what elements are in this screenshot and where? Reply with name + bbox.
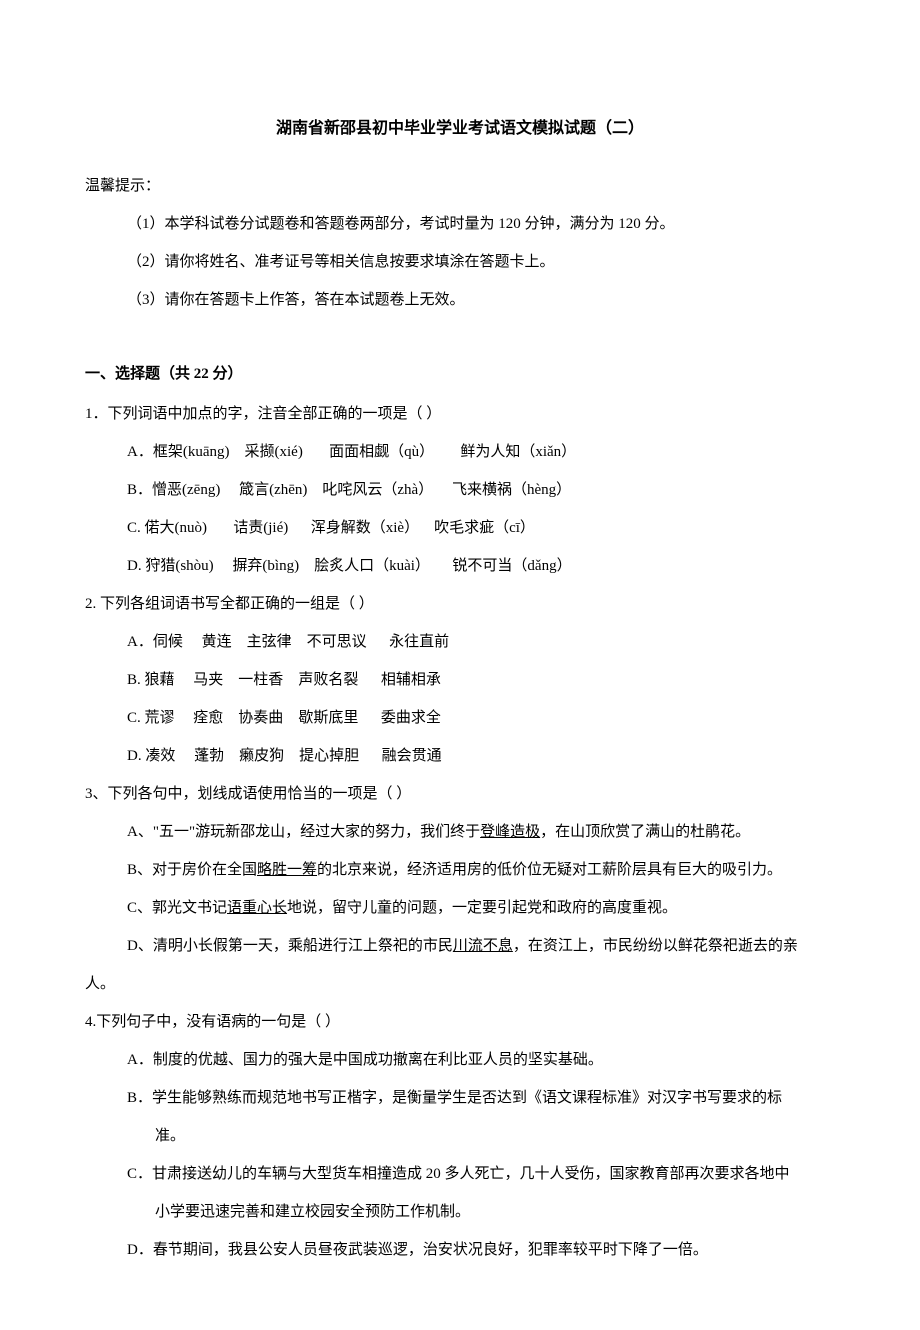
q1-option-b: B．憎恶(zēng) 箴言(zhēn) 叱咤风云（zhà） 飞来横祸（hèng） [85,472,835,508]
q2-option-c: C. 荒谬 痊愈 协奏曲 歇斯底里 委曲求全 [85,700,835,736]
opt-c5: 委曲求全 [381,710,441,726]
opt-c1: 荒谬 [145,710,175,726]
hint-item: （2）请你将姓名、准考证号等相关信息按要求填涂在答题卡上。 [85,244,835,280]
q4-option-c: C．甘肃接送幼儿的车辆与大型货车相撞造成 20 多人死亡，几十人受伤，国家教育部… [85,1156,835,1192]
opt-label: A． [127,634,153,650]
opt-c3: 协奏曲 [238,710,283,726]
opt-c2: 采撷(xié) [245,444,303,460]
opt-c4: 吹毛求疵（cī） [434,520,535,536]
opt-pre: C、郭光文书记 [127,900,227,916]
opt-c1: 框架(kuāng) [153,444,230,460]
opt-c1: 憎恶(zēng) [152,482,220,498]
spacer [85,320,835,356]
q3-option-d-cont: 人。 [85,966,835,1002]
opt-c3: 一柱香 [238,672,283,688]
opt-c5: 永往直前 [389,634,449,650]
opt-c4: 提心掉胆 [299,748,359,764]
opt-c3: 叱咤风云（zhà） [322,482,433,498]
opt-c2: 摒弃(bìng) [232,558,299,574]
opt-pre: D、清明小长假第一天，乘船进行江上祭祀的市民 [127,938,453,954]
opt-c2: 箴言(zhēn) [239,482,307,498]
opt-label: C. [127,710,145,726]
document-title: 湖南省新邵县初中毕业学业考试语文模拟试题（二） [85,110,835,148]
opt-label: B. [127,672,145,688]
opt-c2: 蓬勃 [194,748,224,764]
opt-label: A． [127,444,153,460]
q4-stem: 4.下列句子中，没有语病的一句是（ ） [85,1004,835,1040]
opt-c5: 相辅相承 [381,672,441,688]
opt-pre: B、对于房价在全国 [127,862,257,878]
q2-option-d: D. 凑效 蓬勃 癞皮狗 提心掉胆 融会贯通 [85,738,835,774]
opt-c1: 狼藉 [145,672,175,688]
q3-option-a: A、"五一"游玩新邵龙山，经过大家的努力，我们终于登峰造极，在山顶欣赏了满山的杜… [85,814,835,850]
opt-underline: 略胜一筹 [257,862,317,878]
opt-c1: 狩猎(shòu) [145,558,213,574]
opt-underline: 登峰造极 [480,824,540,840]
opt-c3: 浑身解数（xiè） [311,520,419,536]
opt-label: D. [127,558,145,574]
q1-option-a: A．框架(kuāng) 采撷(xié) 面面相觑（qù） 鲜为人知（xiǎn） [85,434,835,470]
q2-option-a: A．伺候 黄连 主弦律 不可思议 永往直前 [85,624,835,660]
q3-option-c: C、郭光文书记语重心长地说，留守儿童的问题，一定要引起党和政府的高度重视。 [85,890,835,926]
opt-underline: 川流不息 [453,938,513,954]
opt-c3: 面面相觑（qù） [329,444,434,460]
opt-c4: 飞来横祸（hèng） [452,482,571,498]
hints-label: 温馨提示： [85,168,835,204]
q3-option-b: B、对于房价在全国略胜一筹的北京来说，经济适用房的低价位无疑对工薪阶层具有巨大的… [85,852,835,888]
opt-post: 地说，留守儿童的问题，一定要引起党和政府的高度重视。 [287,900,677,916]
hint-item: （3）请你在答题卡上作答，答在本试题卷上无效。 [85,282,835,318]
q3-stem: 3、下列各句中，划线成语使用恰当的一项是（ ） [85,776,835,812]
opt-c4: 锐不可当（dǎng） [452,558,571,574]
opt-post: ，在山顶欣赏了满山的杜鹃花。 [540,824,750,840]
q2-option-b: B. 狼藉 马夹 一柱香 声败名裂 相辅相承 [85,662,835,698]
opt-post: 的北京来说，经济适用房的低价位无疑对工薪阶层具有巨大的吸引力。 [317,862,782,878]
opt-pre: A、"五一"游玩新邵龙山，经过大家的努力，我们终于 [127,824,480,840]
opt-label: D. [127,748,145,764]
q1-stem: 1．下列词语中加点的字，注音全部正确的一项是（ ） [85,396,835,432]
opt-c3: 脍炙人口（kuài） [314,558,430,574]
opt-c3: 癞皮狗 [239,748,284,764]
opt-c4: 歇斯底里 [298,710,358,726]
q4-option-b: B．学生能够熟练而规范地书写正楷字，是衡量学生是否达到《语文课程标准》对汉字书写… [85,1080,835,1116]
opt-label: C. [127,520,145,536]
q1-option-d: D. 狩猎(shòu) 摒弃(bìng) 脍炙人口（kuài） 锐不可当（dǎn… [85,548,835,584]
opt-c4: 不可思议 [307,634,367,650]
opt-underline: 语重心长 [227,900,287,916]
q4-option-a: A．制度的优越、国力的强大是中国成功撤离在利比亚人员的坚实基础。 [85,1042,835,1078]
opt-c2: 黄连 [202,634,232,650]
opt-c2: 痊愈 [193,710,223,726]
section-header: 一、选择题（共 22 分） [85,356,835,392]
opt-c4: 声败名裂 [298,672,358,688]
q2-stem: 2. 下列各组词语书写全都正确的一组是（ ） [85,586,835,622]
opt-label: B． [127,482,152,498]
opt-c2: 马夹 [193,672,223,688]
q3-option-d: D、清明小长假第一天，乘船进行江上祭祀的市民川流不息，在资江上，市民纷纷以鲜花祭… [85,928,835,964]
q1-option-c: C. 偌大(nuò) 诘责(jié) 浑身解数（xiè） 吹毛求疵（cī） [85,510,835,546]
opt-c4: 鲜为人知（xiǎn） [460,444,576,460]
opt-c5: 融会贯通 [382,748,442,764]
opt-c1: 偌大(nuò) [145,520,208,536]
opt-post: ，在资江上，市民纷纷以鲜花祭祀逝去的亲 [513,938,798,954]
opt-c1: 凑效 [145,748,175,764]
opt-c2: 诘责(jié) [233,520,288,536]
q4-option-d: D．春节期间，我县公安人员昼夜武装巡逻，治安状况良好，犯罪率较平时下降了一倍。 [85,1232,835,1268]
q4-option-c-cont: 小学要迅速完善和建立校园安全预防工作机制。 [85,1194,835,1230]
hint-item: （1）本学科试卷分试题卷和答题卷两部分，考试时量为 120 分钟，满分为 120… [85,206,835,242]
opt-c1: 伺候 [153,634,183,650]
opt-c3: 主弦律 [247,634,292,650]
q4-option-b-cont: 准。 [85,1118,835,1154]
